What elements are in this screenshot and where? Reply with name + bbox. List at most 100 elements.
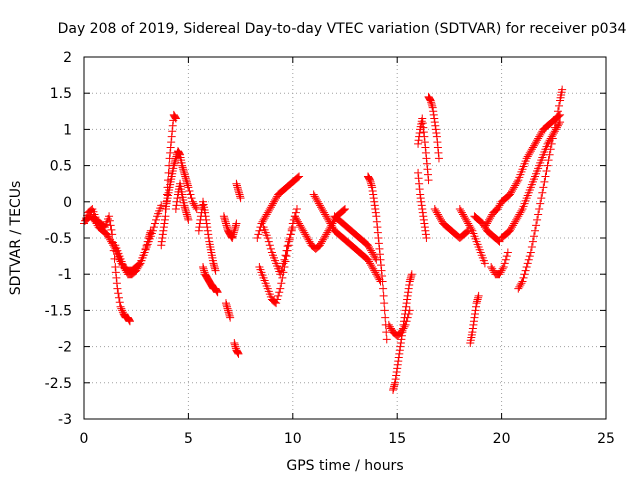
data-point — [114, 289, 123, 298]
data-point — [414, 174, 423, 183]
data-point — [296, 221, 305, 230]
axis-layer: 0 5 10 15 20 25 -3 -2.5 -2 -1.5 -1 -0.5 0 0.5 1 1.5 2 — [45, 50, 615, 447]
data-point — [133, 264, 142, 273]
data-point — [228, 232, 237, 241]
data-point — [392, 367, 401, 376]
data-point — [148, 226, 157, 235]
data-point — [433, 138, 442, 147]
data-point — [117, 304, 126, 313]
data-point — [463, 217, 472, 226]
data-point — [259, 215, 268, 224]
data-point — [135, 261, 144, 270]
data-point — [270, 197, 279, 206]
data-point — [427, 100, 436, 109]
data-point — [432, 129, 441, 138]
data-point — [404, 288, 413, 297]
data-point — [405, 277, 414, 286]
y-tick-label: -1 — [58, 267, 72, 283]
y-tick-label: 1.5 — [50, 86, 72, 102]
data-point — [211, 266, 220, 275]
data-point — [430, 205, 439, 214]
data-point — [230, 226, 239, 235]
data-point — [91, 217, 100, 226]
data-point — [233, 183, 242, 192]
data-point — [366, 177, 375, 186]
data-point — [210, 262, 219, 271]
data-point — [221, 299, 230, 308]
data-series-arc-7 — [194, 197, 220, 275]
data-point — [386, 324, 395, 333]
data-point — [312, 195, 321, 204]
data-point — [414, 168, 423, 177]
data-series-arc-22 — [414, 114, 433, 185]
data-point — [493, 235, 502, 244]
data-point — [363, 241, 372, 250]
data-point — [486, 214, 495, 223]
data-point — [182, 208, 191, 217]
data-point — [180, 201, 189, 210]
data-point — [544, 156, 553, 165]
x-tick-label: 10 — [284, 431, 302, 447]
data-point — [382, 335, 391, 344]
data-point — [472, 302, 481, 311]
data-point — [233, 348, 242, 357]
data-point — [505, 226, 514, 235]
data-point — [381, 313, 390, 322]
data-point — [301, 230, 310, 239]
data-point — [391, 378, 400, 387]
data-point — [510, 183, 519, 192]
y-tick-label: 0 — [63, 195, 72, 211]
data-point — [171, 205, 180, 214]
data-point — [232, 181, 241, 190]
data-point — [508, 223, 517, 232]
data-point — [219, 212, 228, 221]
data-point — [377, 261, 386, 270]
data-point — [235, 190, 244, 199]
data-point — [384, 320, 393, 329]
data-point — [506, 188, 515, 197]
data-point — [421, 143, 430, 152]
data-point — [125, 316, 134, 325]
data-point — [432, 208, 441, 217]
data-point — [528, 237, 537, 246]
data-point — [132, 266, 141, 275]
data-point — [105, 212, 114, 221]
data-series-arc-17 — [309, 190, 385, 286]
data-point — [367, 261, 376, 270]
data-point — [294, 173, 303, 182]
data-point — [183, 181, 192, 190]
data-point — [487, 262, 496, 271]
data-point — [424, 176, 433, 185]
data-point — [185, 186, 194, 195]
data-point — [221, 217, 230, 226]
data-point — [366, 176, 375, 185]
data-point — [532, 138, 541, 147]
data-point — [171, 114, 180, 123]
data-point — [264, 237, 273, 246]
data-point — [234, 349, 243, 358]
data-point — [338, 206, 347, 215]
data-point — [523, 259, 532, 268]
data-point — [518, 277, 527, 286]
data-point — [510, 219, 519, 228]
data-point — [202, 219, 211, 228]
data-point — [456, 206, 465, 215]
data-series-arc-5 — [161, 147, 201, 214]
data-point — [278, 262, 287, 271]
data-point — [474, 291, 483, 300]
data-point — [406, 273, 415, 282]
data-point — [106, 235, 115, 244]
data-point — [389, 386, 398, 395]
data-point — [160, 219, 169, 228]
data-series-arc-21 — [389, 270, 416, 395]
data-point — [553, 121, 562, 130]
data-series-arc-8 — [199, 262, 222, 297]
data-point — [431, 125, 440, 134]
data-point — [497, 266, 506, 275]
data-point — [203, 226, 212, 235]
data-point — [188, 197, 197, 206]
data-point — [558, 85, 567, 94]
data-point — [182, 177, 191, 186]
data-point — [181, 174, 190, 183]
data-point — [273, 295, 282, 304]
